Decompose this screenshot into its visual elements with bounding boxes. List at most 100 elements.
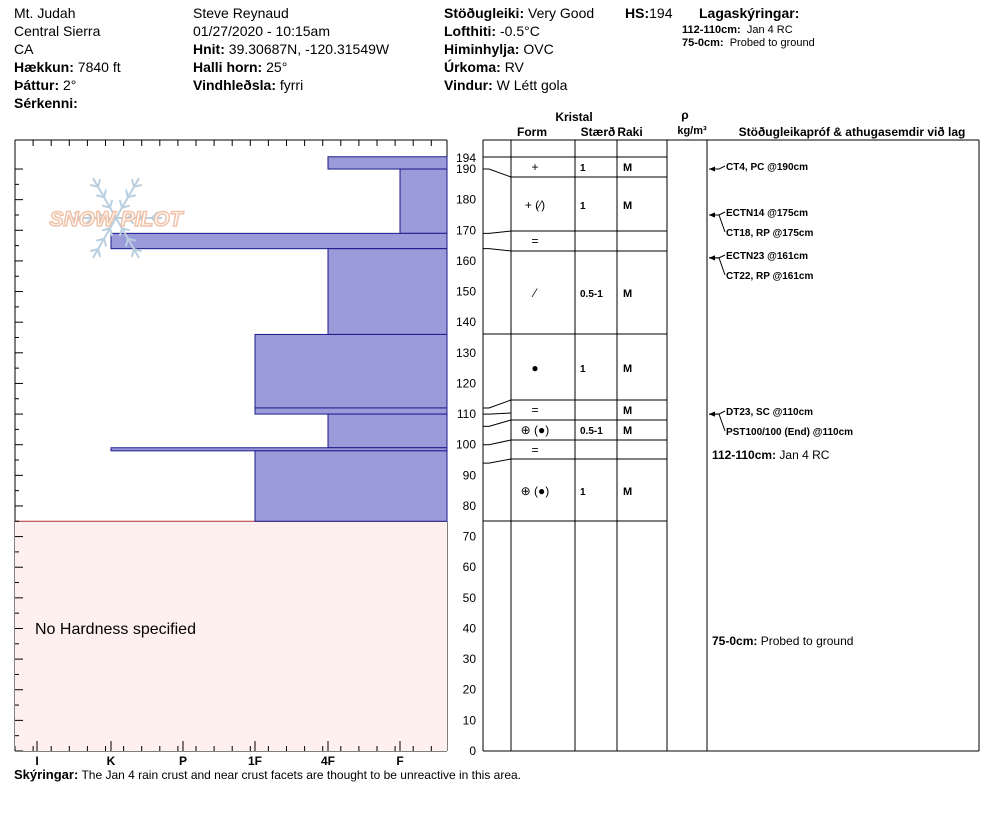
precip-row: Úrkoma: RV (444, 58, 594, 76)
stability-label: Stöðugleiki: (444, 5, 525, 21)
hardness-bar (254, 333, 448, 409)
hardness-scale-label: 4F (321, 754, 335, 768)
conditions-block: Stöðugleiki: Very Good Lofthiti: -0.5°C … (444, 4, 594, 94)
grain-moisture: M (623, 405, 632, 417)
coords-row: Hnit: 39.30687N, -120.31549W (193, 40, 389, 58)
snowflake-branch (124, 238, 129, 247)
snowflake-branch (89, 248, 99, 253)
height-axis-label: 170 (456, 223, 476, 237)
density-rho-header: ρ (681, 108, 688, 122)
test-pointer-arrow (709, 411, 715, 417)
test-label: CT4, PC @190cm (726, 162, 808, 173)
snowflake-branch (85, 217, 93, 225)
snowflake-branch (73, 217, 81, 225)
layer-comment-range: 112-110cm: (712, 448, 776, 462)
no-hardness-label: No Hardness specified (35, 621, 196, 638)
stability-row: Stöðugleiki: Very Good (444, 4, 594, 22)
test-pointer-arrow (709, 255, 715, 261)
hardness-scale-label: P (179, 754, 187, 768)
snowflake-branch (97, 217, 105, 225)
snowflake-branch (97, 211, 105, 219)
height-axis-label: 150 (456, 285, 476, 299)
wind-loading-row: Vindhleðsla: fyrri (193, 76, 389, 94)
hardness-bar (254, 450, 448, 522)
snowflake-branch (101, 227, 111, 232)
height-axis-label: 194 (456, 151, 476, 165)
snowflake-branch (127, 211, 135, 219)
observation-datetime: 01/27/2020 - 10:15am (193, 23, 330, 39)
grain-size: 0.5-1 (580, 289, 603, 300)
test-label: CT22, RP @161cm (726, 271, 813, 282)
elevation-value: 7840 ft (77, 59, 121, 75)
location-state: CA (14, 41, 34, 57)
snowflake-branch (127, 237, 137, 242)
air-temp-row: Lofthiti: -0.5°C (444, 22, 594, 40)
snowflake-branch (89, 183, 99, 188)
features-label: Sérkenni: (14, 95, 78, 111)
snowpilot-logo: SNOW PILOT (49, 177, 185, 259)
layer-note-text: Probed to ground (729, 37, 815, 49)
snowflake-branch (121, 227, 131, 232)
test-label: CT18, RP @175cm (726, 228, 813, 239)
snowflake-branch (97, 178, 102, 188)
layer-note-text: Jan 4 RC (746, 24, 793, 36)
height-axis-label: 40 (463, 621, 477, 635)
snowflake-branch (127, 194, 137, 199)
snowflake-branch (97, 248, 102, 258)
footer-text: The Jan 4 rain crust and near crust face… (81, 768, 522, 782)
size-header: Stærð (581, 125, 616, 139)
snowflake-arm (115, 177, 140, 219)
layer-note-range: 112-110cm: (682, 24, 741, 36)
layer-connector (483, 399, 512, 409)
grain-size: 1 (580, 163, 586, 174)
hardness-bar (327, 413, 448, 449)
sky-row: Himinhylja: OVC (444, 40, 594, 58)
snowflake-icon (70, 177, 162, 259)
height-axis-label: 50 (463, 591, 477, 605)
location-block: Mt. Judah Central Sierra CA Hækkun: 7840… (14, 4, 121, 112)
test-pointer-arrow (709, 166, 715, 172)
snowflake-branch (139, 217, 147, 225)
layer-comment-text: Probed to ground (757, 634, 853, 648)
grain-form: ⊕ (●) (521, 423, 550, 437)
hardness-plot: I K P 1F 4F F (14, 139, 448, 768)
snowflake-branch (130, 248, 135, 258)
air-temp-value: -0.5°C (499, 23, 540, 39)
grain-size: 1 (580, 487, 586, 498)
wind-row: Vindur: W Létt gola (444, 76, 594, 94)
test-pointer-arrow (709, 212, 715, 218)
grain-size: 0.5-1 (580, 426, 603, 437)
hardness-bar (110, 232, 448, 250)
layer-comment-range: 75-0cm: (712, 634, 757, 648)
tests-header: Stöðugleikapróf & athugasemdir við lag (739, 125, 966, 139)
snowflake-branch (124, 189, 129, 198)
grain-moisture: M (623, 162, 632, 174)
layer-notes-block: Lagaskýringar: (699, 4, 799, 22)
snowflake-branch (133, 248, 143, 253)
grain-form: = (531, 443, 538, 457)
grain-form: + (⁄) (525, 198, 545, 212)
grain-moisture: M (623, 363, 632, 375)
test-label: ECTN23 @161cm (726, 251, 808, 262)
slope-label: Halli horn: (193, 59, 263, 75)
wind-loading-value: fyrri (279, 77, 304, 93)
layer-comment-text: Jan 4 RC (776, 448, 830, 462)
layer-note-range: 75-0cm: (682, 37, 724, 49)
moisture-header: Raki (617, 125, 642, 139)
layer-connector (483, 439, 512, 446)
grain-size: 1 (580, 364, 586, 375)
height-axis-label: 140 (456, 315, 476, 329)
sky-label: Himinhylja: (444, 41, 520, 57)
test-label: DT23, SC @110cm (726, 407, 813, 418)
snowflake-branch (130, 178, 135, 188)
snowflake-branch (95, 237, 105, 242)
wind-value: W Létt gola (496, 77, 568, 93)
layer-notes-label: Lagaskýringar: (699, 5, 800, 21)
features-row: Sérkenni: (14, 94, 121, 112)
layer-comment: 112-110cm: Jan 4 RC (712, 448, 830, 462)
sky-value: OVC (523, 41, 554, 57)
height-axis-label: 30 (463, 652, 477, 666)
snowflake-arm (115, 217, 140, 259)
layer-notes-list: 112-110cm: Jan 4 RC 75-0cm: Probed to gr… (682, 24, 815, 50)
coords-value: 39.30687N, -120.31549W (228, 41, 390, 57)
